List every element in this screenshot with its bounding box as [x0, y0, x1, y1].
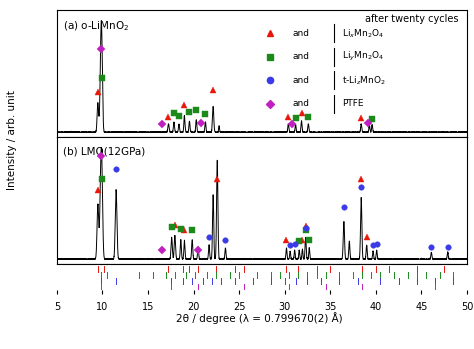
- Text: after twenty cycles: after twenty cycles: [365, 14, 459, 24]
- Text: PTFE: PTFE: [342, 99, 364, 108]
- Text: 25: 25: [233, 302, 246, 312]
- Text: (a) o-LiMnO$_2$: (a) o-LiMnO$_2$: [63, 19, 129, 33]
- Text: and: and: [292, 76, 310, 85]
- Text: and: and: [292, 52, 310, 61]
- Text: 35: 35: [324, 302, 337, 312]
- Text: 5: 5: [54, 302, 60, 312]
- Text: 10: 10: [96, 302, 109, 312]
- Text: Li$_x$Mn$_2$O$_4$: Li$_x$Mn$_2$O$_4$: [342, 27, 384, 39]
- Text: (b) LMO(12GPa): (b) LMO(12GPa): [63, 146, 145, 156]
- Text: and: and: [292, 29, 310, 38]
- Text: and: and: [292, 99, 310, 108]
- Text: 30: 30: [279, 302, 291, 312]
- Text: 50: 50: [461, 302, 473, 312]
- Text: 40: 40: [370, 302, 382, 312]
- Text: Li$_y$Mn$_2$O$_4$: Li$_y$Mn$_2$O$_4$: [342, 50, 384, 63]
- Text: 45: 45: [415, 302, 428, 312]
- Text: t-Li$_z$MnO$_2$: t-Li$_z$MnO$_2$: [342, 74, 386, 87]
- Text: 20: 20: [187, 302, 200, 312]
- Text: Intensity / arb. unit: Intensity / arb. unit: [7, 90, 17, 190]
- Text: 15: 15: [142, 302, 154, 312]
- Text: 2θ / degree (λ = 0.799670(2) Å): 2θ / degree (λ = 0.799670(2) Å): [176, 312, 343, 324]
